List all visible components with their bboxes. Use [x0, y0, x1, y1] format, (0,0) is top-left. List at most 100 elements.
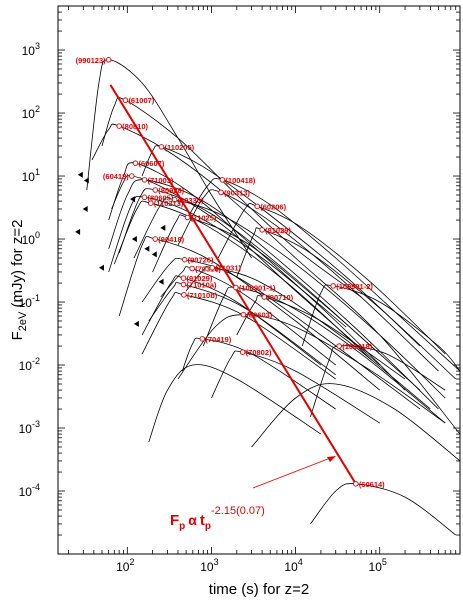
peak-label: (60614) [359, 480, 385, 489]
upper-limit-marker [133, 320, 139, 327]
upper-limit-marker [160, 224, 166, 231]
x-axis-ticks: 102 103 104 105 [68, 6, 461, 574]
upper-limit-marker [75, 228, 81, 235]
peak-marker [189, 265, 195, 272]
peak-marker [171, 197, 178, 203]
peak-label: (110213) [154, 199, 184, 208]
light-curve-0 [86, 59, 252, 259]
upper-limit-marker [144, 245, 150, 252]
peak-marker [218, 189, 224, 196]
peak-label: (91029) [186, 274, 212, 283]
y-axis-title: F2eV (mJy) for z=2 [9, 220, 29, 341]
peak-marker [209, 264, 215, 271]
peak-label: (109901-2) [336, 282, 373, 291]
peak-label: (100418) [342, 342, 373, 351]
peak-label: (110205) [165, 143, 195, 152]
x-axis-title: time (s) for z=2 [209, 581, 309, 598]
fit-annotation-F: F [170, 512, 179, 529]
peak-marker [180, 275, 187, 281]
peak-marker [148, 200, 154, 206]
fit-annotation-t: t [200, 512, 205, 529]
light-curve-1 [101, 97, 362, 298]
peak-label: (81029) [265, 226, 291, 235]
peak-marker [219, 177, 226, 183]
light-curve-17 [141, 257, 421, 410]
peak-marker [181, 256, 188, 263]
light-curve-32 [251, 383, 461, 462]
peak-label: (80810) [122, 122, 148, 131]
peak-marker [233, 284, 239, 291]
peak-label: (71010a) [186, 280, 217, 289]
peak-marker [181, 292, 187, 298]
peak-marker [141, 177, 148, 183]
y-axis-title-rest: (mJy) for z=2 [9, 220, 26, 312]
peak-marker [129, 173, 135, 179]
fit-line-group [109, 84, 357, 485]
light-curves [86, 59, 461, 536]
y-axis-title-sub: 2eV [17, 311, 29, 331]
peak-marker [330, 283, 336, 289]
peak-marker [152, 236, 159, 242]
peak-label: (70419) [205, 335, 231, 344]
upper-limit-marker [151, 251, 157, 258]
peak-label: (80605) [147, 193, 173, 202]
peak-marker [180, 281, 187, 288]
y-tick-label: 10-1 [19, 293, 40, 310]
peak-marker [116, 123, 122, 129]
peak-label: (71031) [215, 264, 241, 273]
light-curve-8 [118, 188, 380, 355]
peak-label: (990123) [76, 56, 107, 65]
peak-label: (60418) [103, 172, 129, 181]
peak-marker [353, 481, 359, 487]
upper-limit-marker [158, 278, 164, 285]
peak-marker [132, 160, 139, 166]
x-tick-label: 102 [116, 557, 134, 574]
peak-label: (71003) [147, 176, 173, 185]
peak-label: (90726) [188, 256, 214, 265]
fit-annotation-alpha: α [188, 512, 197, 528]
peak-label: (90710) [267, 293, 293, 302]
y-axis-ticks: 10-4 10-3 10-2 10-1 100 101 102 103 [19, 5, 460, 555]
peak-label: (61007) [128, 96, 154, 105]
light-curve-19 [185, 266, 431, 410]
peak-label: (90313) [224, 188, 250, 197]
light-curve-11 [133, 197, 446, 399]
peak-label: (80330) [178, 196, 204, 205]
peak-label: (90418) [158, 235, 184, 244]
peak-marker [239, 349, 246, 355]
peak-label: (100418) [225, 176, 256, 185]
x-tick-label: 104 [284, 557, 302, 574]
upper-limit-marker [83, 177, 89, 184]
light-curve-26 [177, 314, 446, 424]
y-tick-label: 101 [22, 167, 40, 184]
fit-annotation-exponent: -2.15(0.07) [211, 505, 265, 517]
peak-marker [122, 97, 129, 103]
light-curve-23 [301, 284, 461, 372]
y-tick-label: 10-2 [19, 356, 40, 373]
peak-label: (71010b) [187, 291, 218, 300]
peak-label: (70802) [246, 348, 272, 357]
light-curve-10 [108, 195, 347, 328]
peak-label: (60206) [260, 202, 286, 211]
light-curve-31 [148, 364, 322, 443]
peak-marker [105, 57, 112, 63]
light-curve-15 [236, 227, 456, 380]
peak-label: (100901-1) [239, 283, 276, 292]
peak-marker [254, 203, 260, 210]
light-curve-13 [217, 202, 446, 355]
light-curve-9 [177, 189, 439, 372]
peak-label: (71025) [191, 213, 217, 222]
y-tick-label: 102 [22, 104, 40, 121]
light-curve-3 [141, 145, 421, 347]
upper-limit-marker [77, 171, 83, 178]
fit-annotation-arrowhead [327, 456, 336, 462]
upper-limit-marker [98, 264, 104, 271]
y-tick-label: 103 [22, 41, 40, 58]
light-curve-24 [141, 292, 336, 380]
peak-marker [184, 214, 191, 221]
plot-area [57, 5, 461, 555]
upper-limit-markers [75, 171, 166, 327]
peak-label: (60607) [138, 159, 164, 168]
peak-marker [240, 311, 247, 318]
